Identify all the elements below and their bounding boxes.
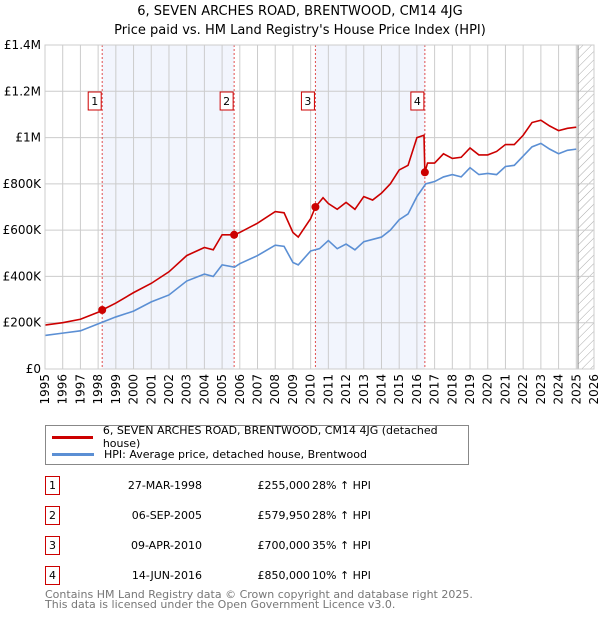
sale-number: 4: [45, 565, 60, 585]
x-tick-label: 1999: [109, 374, 123, 405]
footer: Contains HM Land Registry data © Crown c…: [45, 588, 473, 611]
sale-point: [311, 203, 320, 211]
sale-price: £579,950: [257, 508, 311, 522]
footer-licence: This data is licensed under the Open Gov…: [45, 598, 396, 611]
sale-hpi: 28% ↑ HPI: [312, 508, 371, 522]
forecast-hatch: [578, 45, 594, 369]
x-tick-label: 2013: [357, 374, 371, 405]
x-tick-label: 2012: [339, 374, 353, 405]
table-row: 2 06-SEP-2005 £579,950 28% ↑ HPI: [45, 505, 371, 525]
x-tick-label: 2001: [144, 374, 158, 405]
table-row: 1 27-MAR-1998 £255,000 28% ↑ HPI: [45, 475, 371, 495]
blue-line-swatch: [52, 452, 94, 456]
sale-label-box: [410, 91, 425, 111]
sale-hpi: 10% ↑ HPI: [312, 568, 371, 582]
y-tick-label: £0: [26, 362, 41, 376]
y-tick-label: £1M: [15, 131, 41, 145]
x-tick-label: 2018: [445, 374, 459, 405]
x-tick-label: 2008: [268, 374, 282, 405]
sale-label-box: [300, 91, 315, 111]
x-tick-label: 1996: [56, 374, 70, 405]
x-tick-label: 2003: [180, 374, 194, 405]
sale-label: 3: [304, 95, 311, 108]
y-tick-label: £1.4M: [4, 38, 41, 52]
sale-label: 2: [223, 95, 230, 108]
title: 6, SEVEN ARCHES ROAD, BRENTWOOD, CM14 4J…: [137, 4, 463, 19]
shaded-band: [315, 45, 425, 369]
sale-date: 14-JUN-2016: [131, 568, 202, 582]
footer-copyright: Contains HM Land Registry data © Crown c…: [45, 588, 473, 601]
x-tick-label: 2022: [516, 374, 530, 405]
x-tick-label: 2011: [321, 374, 335, 405]
x-tick-label: 1997: [73, 374, 87, 405]
x-tick-label: 2014: [374, 374, 388, 405]
x-tick-label: 1995: [38, 374, 52, 405]
x-tick-label: 2006: [233, 374, 247, 405]
sale-point: [420, 168, 429, 177]
price-paid-line: [44, 119, 577, 326]
legend-label: 6, SEVEN ARCHES ROAD, BRENTWOOD, CM14 4J…: [102, 424, 438, 450]
legend: 6, SEVEN ARCHES ROAD, BRENTWOOD, CM14 4J…: [45, 424, 469, 465]
sale-hpi: 35% ↑ HPI: [312, 538, 371, 552]
x-tick-label: 2002: [162, 374, 176, 405]
legend-label: HPI: Average price, detached house, Bren…: [104, 447, 367, 461]
sale-price: £700,000: [257, 538, 311, 552]
table-row: 4 14-JUN-2016 £850,000 10% ↑ HPI: [45, 565, 371, 585]
subtitle: Price paid vs. HM Land Registry's House …: [114, 23, 486, 38]
sale-hpi: 28% ↑ HPI: [312, 478, 371, 492]
legend-item-property: 6, SEVEN ARCHES ROAD, BRENTWOOD, CM14 4J…: [52, 424, 468, 450]
sale-number: 2: [45, 505, 60, 525]
sale-number: 1: [45, 475, 60, 495]
x-tick-label: 2007: [251, 374, 265, 405]
x-tick-label: 2000: [127, 374, 141, 405]
x-tick-label: 2005: [215, 374, 229, 405]
red-line-swatch: [52, 435, 93, 439]
sale-price: £850,000: [257, 568, 311, 582]
legend-item-hpi: HPI: Average price, detached house, Bren…: [52, 446, 367, 462]
sale-label-box: [219, 91, 234, 111]
chart: 1995 1996 1997 1998 1999 2000 2001 2002 2003 2004…: [3, 38, 600, 405]
sale-date: 09-APR-2010: [130, 538, 202, 552]
sale-point: [230, 230, 239, 239]
x-tick-label: 2015: [392, 374, 406, 405]
table-row: 3 09-APR-2010 £700,000 35% ↑ HPI: [45, 535, 371, 555]
sale-date: 06-SEP-2005: [131, 508, 202, 522]
plot-border: [44, 44, 595, 370]
sale-number: 3: [45, 535, 60, 555]
shaded-band: [102, 45, 235, 369]
x-tick-label: 2024: [552, 374, 566, 405]
hpi-line: [44, 142, 577, 337]
y-tick-label: £600K: [3, 223, 43, 237]
sale-point: [98, 305, 107, 314]
x-tick-label: 1998: [91, 374, 105, 405]
x-tick-label: 2010: [304, 374, 318, 405]
y-tick-label: £200K: [3, 316, 43, 330]
sale-label-box: [87, 91, 102, 111]
x-tick-label: 2023: [534, 374, 548, 405]
x-tick-label: 2016: [410, 374, 424, 405]
chart-title: 6, SEVEN ARCHES ROAD, BRENTWOOD, CM14 4J…: [0, 2, 600, 40]
sale-label: 4: [414, 95, 421, 108]
y-tick-label: £800K: [3, 177, 43, 191]
x-tick-label: 2019: [463, 374, 477, 405]
x-tick-label: 2020: [481, 374, 495, 405]
sale-date: 27-MAR-1998: [127, 478, 202, 492]
sale-label: 1: [91, 95, 98, 108]
sale-price: £255,000: [257, 478, 311, 492]
x-tick-label: 2025: [569, 374, 583, 405]
y-tick-label: £400K: [3, 269, 43, 283]
x-tick-label: 2026: [587, 374, 600, 405]
x-tick-label: 2021: [498, 374, 512, 405]
x-tick-label: 2017: [428, 374, 442, 405]
x-tick-label: 2009: [286, 374, 300, 405]
y-tick-label: £1.2M: [4, 84, 41, 98]
x-tick-label: 2004: [197, 374, 211, 405]
